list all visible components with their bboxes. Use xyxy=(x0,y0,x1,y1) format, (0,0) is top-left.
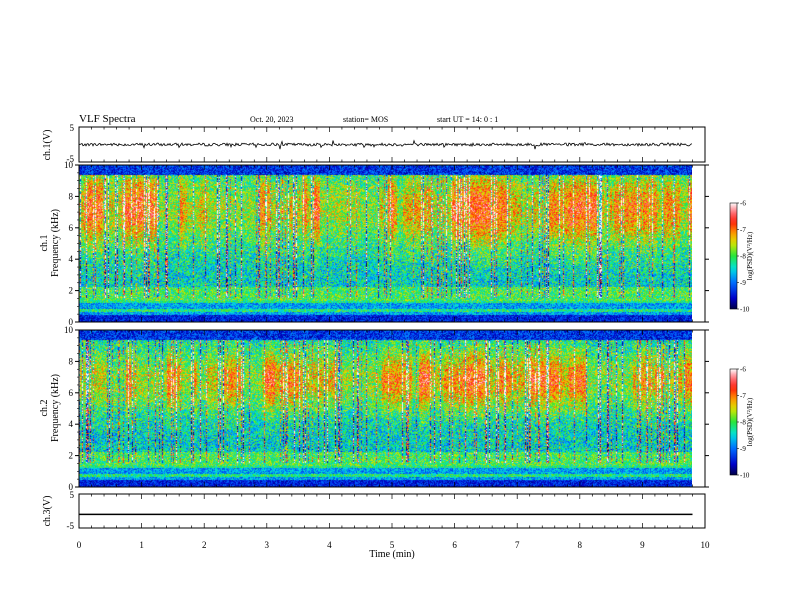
ch2-spectrogram-ylabel-frequency: Frequency (kHz) xyxy=(50,374,61,442)
ch1-ytick-top: 5 xyxy=(70,123,75,133)
colorbar-tick-label: -10 xyxy=(740,472,750,480)
figure-title: VLF Spectra xyxy=(79,113,136,125)
time-tick-label: 3 xyxy=(265,540,270,550)
time-tick-label: 8 xyxy=(578,540,583,550)
colorbar-label: log(PSD)(V²/Hz) xyxy=(746,231,754,280)
ch2-spectrogram-panel: 0 2 4 6 8 10 ch.2 Frequency (kHz) -6 -7 -8 -9 -10… xyxy=(39,325,754,492)
ch1-spectrogram-ylabel-frequency: Frequency (kHz) xyxy=(50,209,61,277)
spec1-raster xyxy=(79,165,692,322)
time-tick-label: 9 xyxy=(640,540,645,550)
time-tick-marks xyxy=(78,127,706,528)
time-tick-label: 4 xyxy=(327,540,332,550)
ch1-spectrogram-ylabel-channel: ch.1 xyxy=(39,235,50,252)
ch1-waveform-ylabel: ch.1(V) xyxy=(42,130,53,161)
time-tick-label: 6 xyxy=(452,540,457,550)
ch1-ytick-bottom: -5 xyxy=(67,154,75,164)
ch2-spectrogram-ylabel-channel: ch.2 xyxy=(39,400,50,417)
colorbar-tick-label: -6 xyxy=(740,366,746,374)
ch2-colorbar: -6 -7 -8 -9 -10 log(PSD)(V²/Hz) xyxy=(729,366,754,480)
ch1-colorbar: -6 -7 -8 -9 -10 log(PSD)(V²/Hz) xyxy=(729,200,754,314)
ch2-spectrogram-image xyxy=(79,330,692,487)
ch3-waveform-frame xyxy=(78,493,706,529)
time-axis-tick-labels: 0 1 2 3 4 5 6 7 8 9 10 xyxy=(77,540,710,550)
freq-tick-label: 8 xyxy=(69,356,74,366)
time-tick-label: 1 xyxy=(139,540,144,550)
ch3-ytick-top: 5 xyxy=(70,490,75,500)
date-label: Oct. 20, 2023 xyxy=(250,115,294,124)
colorbar-tick-label: -9 xyxy=(740,445,746,453)
ch2-frequency-ticks: 0 2 4 6 8 10 xyxy=(64,325,709,492)
freq-tick-label: 2 xyxy=(69,286,74,296)
freq-tick-label: 0 xyxy=(69,482,74,492)
freq-tick-label: 0 xyxy=(69,317,74,327)
ch1-frequency-ticks: 0 2 4 6 8 10 xyxy=(64,160,709,327)
freq-tick-label: 2 xyxy=(69,451,74,461)
station-label: station= MOS xyxy=(343,115,388,124)
start-time-label: start UT = 14: 0 : 1 xyxy=(437,115,498,124)
freq-tick-label: 10 xyxy=(64,160,74,170)
time-tick-label: 5 xyxy=(390,540,395,550)
ch3-ytick-bottom: -5 xyxy=(67,521,75,531)
colorbar-tick-label: -9 xyxy=(740,279,746,287)
colorbar-tick-label: -10 xyxy=(740,306,750,314)
time-tick-label: 2 xyxy=(202,540,207,550)
ch1-waveform-line xyxy=(78,139,693,150)
time-tick-label: 10 xyxy=(701,540,711,550)
colorbar-tick-label: -8 xyxy=(740,253,746,261)
freq-tick-label: 4 xyxy=(69,419,74,429)
colorbar-tick-label: -6 xyxy=(740,200,746,208)
freq-tick-label: 6 xyxy=(69,223,74,233)
colorbar-label: log(PSD)(V²/Hz) xyxy=(746,397,754,446)
time-tick-label: 7 xyxy=(515,540,520,550)
colorbar-tick-label: -8 xyxy=(740,419,746,427)
colorbar-scale xyxy=(729,368,738,476)
freq-tick-label: 6 xyxy=(69,388,74,398)
spec2-raster xyxy=(79,330,692,487)
freq-tick-label: 4 xyxy=(69,254,74,264)
freq-tick-label: 10 xyxy=(64,325,74,335)
ch1-spectrogram-image xyxy=(79,165,692,322)
ch3-waveform-ylabel: ch.3(V) xyxy=(42,496,53,527)
ch1-waveform-trace xyxy=(78,139,693,150)
colorbar-tick-label: -7 xyxy=(740,392,746,400)
time-axis-label: Time (min) xyxy=(369,549,414,560)
freq-tick-label: 8 xyxy=(69,191,74,201)
colorbar-scale xyxy=(729,202,738,310)
colorbar-tick-label: -7 xyxy=(740,226,746,234)
time-tick-label: 0 xyxy=(77,540,82,550)
ch1-spectrogram-panel: 0 2 4 6 8 10 ch.1 Frequency (kHz) -6 -7 -8 -9 -10… xyxy=(39,160,754,327)
